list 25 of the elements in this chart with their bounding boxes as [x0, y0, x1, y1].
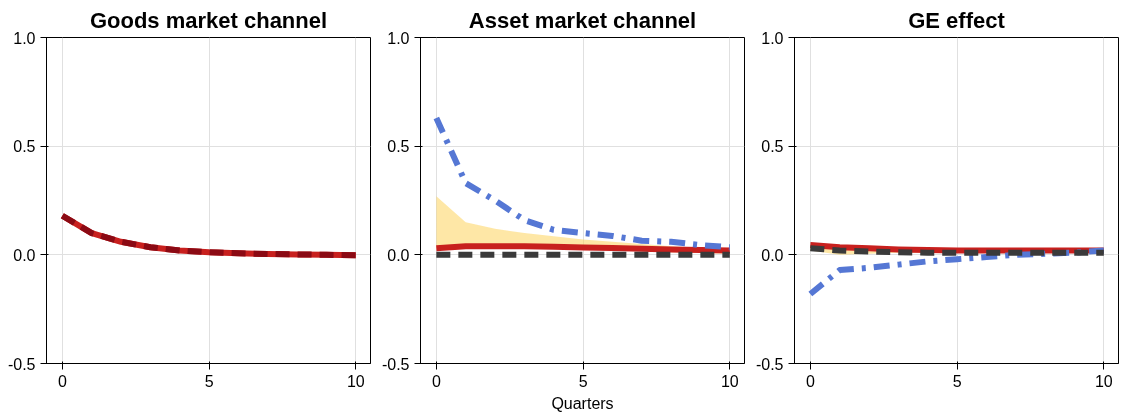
y-tick-label: -0.5	[381, 355, 410, 373]
x-tick-label: 5	[952, 372, 962, 390]
x-tick-label: 10	[346, 372, 365, 390]
x-axis-title: Quarters	[551, 394, 614, 412]
x-tick-label: 10	[1094, 372, 1113, 390]
y-tick-label: 1.0	[761, 29, 784, 47]
y-tick-label: 1.0	[13, 29, 36, 47]
y-tick-label: 0.5	[13, 138, 36, 156]
y-tick-label: 0.5	[761, 138, 784, 156]
y-tick-label: 0.5	[387, 138, 410, 156]
x-tick-label: 0	[57, 372, 67, 390]
x-tick-label: 5	[578, 372, 588, 390]
x-tick-label: 10	[720, 372, 739, 390]
chart-title: Goods market channel	[89, 7, 328, 33]
y-tick-label: -0.5	[7, 355, 36, 373]
y-tick-label: -0.5	[755, 355, 784, 373]
chart-title: GE effect	[908, 7, 1006, 33]
x-tick-label: 5	[204, 372, 214, 390]
y-tick-label: 0.0	[387, 246, 410, 264]
y-tick-label: 0.0	[13, 246, 36, 264]
chart-title: Asset market channel	[468, 7, 697, 33]
x-tick-label: 0	[431, 372, 441, 390]
x-tick-label: 0	[805, 372, 815, 390]
y-tick-label: 0.0	[761, 246, 784, 264]
y-tick-label: 1.0	[387, 29, 410, 47]
